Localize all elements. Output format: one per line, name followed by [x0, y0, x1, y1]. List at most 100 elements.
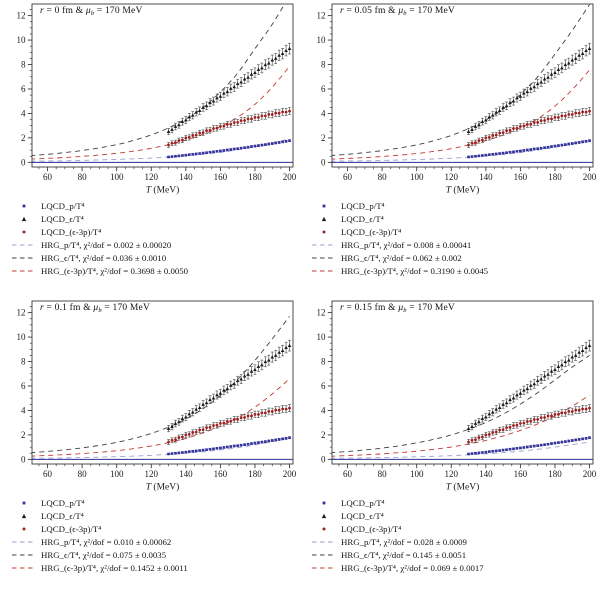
hrg-curve-e — [32, 4, 285, 156]
y-tick-label: 2 — [321, 133, 326, 143]
y-tick-label: 10 — [17, 35, 27, 45]
legend-dash-e-icon — [10, 254, 38, 262]
legend-label: HRG_(ϵ-3p)/T⁴, χ²/dof = 0.1452 ± 0.0011 — [41, 562, 188, 573]
x-tick-label: 100 — [410, 172, 424, 182]
hrg-curve-e3p — [32, 378, 290, 457]
x-tick-label: 160 — [214, 469, 228, 479]
y-tick-label: 2 — [321, 430, 326, 440]
legend-label: LQCD_p/T⁴ — [341, 497, 385, 508]
legend-label: LQCD_(ϵ-3p)/T⁴ — [41, 226, 102, 237]
plot-title: r = 0.15 fm & μb = 170 MeV — [340, 303, 455, 314]
legend-dash-p-icon — [10, 538, 38, 546]
x-tick-label: 60 — [343, 172, 353, 182]
mu-symbol: μ — [85, 6, 91, 16]
legend-label: HRG_ϵ/T⁴, χ²/dof = 0.075 ± 0.0035 — [41, 549, 167, 560]
y-tick-label: 6 — [321, 84, 326, 94]
legend-label: LQCD_(ϵ-3p)/T⁴ — [341, 523, 402, 534]
y-tick-label: 12 — [17, 308, 26, 318]
y-tick-label: 6 — [21, 381, 26, 391]
x-tick-label: 80 — [378, 469, 388, 479]
lqcd-points — [166, 42, 292, 159]
y-tick-label: 8 — [21, 60, 26, 70]
panel-r0: 60 80 100 120 140 160 180 200 0 2 4 6 8 10 12 T (MeV) r… — [0, 0, 300, 297]
panel-r015: 60 80 100 120 140 160 180 200 0 2 4 6 8 10 12 T (MeV) r… — [300, 297, 600, 591]
y-tick-label: 8 — [21, 357, 26, 367]
legend-point-e-icon — [310, 512, 338, 520]
legend-label: HRG_ϵ/T⁴, χ²/dof = 0.036 ± 0.0010 — [41, 252, 167, 263]
legend-point-e-icon — [10, 215, 38, 223]
legend-label: HRG_ϵ/T⁴, χ²/dof = 0.062 ± 0.002 — [341, 252, 462, 263]
x-tick-label: 120 — [445, 469, 459, 479]
x-tick-label: 180 — [248, 469, 262, 479]
plot-title: r = 0.05 fm & μb = 170 MeV — [340, 6, 455, 17]
legend-point-e3p-icon — [10, 228, 38, 236]
title-r: r — [40, 6, 44, 16]
legend-item: HRG_ϵ/T⁴, χ²/dof = 0.062 ± 0.002 — [310, 251, 600, 264]
x-tick-label: 100 — [110, 172, 124, 182]
legend-label: LQCD_p/T⁴ — [341, 200, 385, 211]
panel-r005: 60 80 100 120 140 160 180 200 0 2 4 6 8 10 12 T (MeV) r… — [300, 0, 600, 297]
legend-item: LQCD_ϵ/T⁴ — [10, 212, 300, 225]
legend-item: HRG_p/T⁴, χ²/dof = 0.002 ± 0.00020 — [10, 238, 300, 251]
hrg-curve-e — [332, 355, 590, 454]
legend-item: LQCD_ϵ/T⁴ — [10, 509, 300, 522]
lqcd-points — [466, 339, 592, 456]
legend-label: LQCD_(ϵ-3p)/T⁴ — [41, 523, 102, 534]
mu-symbol: μ — [398, 303, 404, 313]
x-axis-label: T (MeV) — [146, 185, 180, 196]
legend-item: LQCD_p/T⁴ — [10, 199, 300, 212]
legend-item: HRG_ϵ/T⁴, χ²/dof = 0.075 ± 0.0035 — [10, 548, 300, 561]
x-axis-label: T (MeV) — [446, 185, 480, 196]
legend-label: LQCD_ϵ/T⁴ — [41, 510, 84, 521]
x-tick-label: 180 — [548, 469, 562, 479]
legend-point-e3p-icon — [310, 525, 338, 533]
y-tick-label: 12 — [317, 11, 326, 21]
x-tick-label: 160 — [514, 469, 528, 479]
y-tick-label: 6 — [21, 84, 26, 94]
legend-item: LQCD_(ϵ-3p)/T⁴ — [310, 225, 600, 238]
legend-label: HRG_p/T⁴, χ²/dof = 0.028 ± 0.0009 — [341, 536, 467, 547]
legend-item: LQCD_p/T⁴ — [310, 199, 600, 212]
x-tick-label: 100 — [110, 469, 124, 479]
axes: 60 80 100 120 140 160 180 200 0 2 4 6 8 10 12 T (MeV) — [317, 3, 597, 196]
plot-r01: 60 80 100 120 140 160 180 200 0 2 4 6 8 10 12 T (MeV) — [17, 300, 297, 493]
y-tick-label: 10 — [317, 35, 327, 45]
lqcd-points — [166, 339, 292, 456]
y-tick-label: 0 — [321, 157, 326, 167]
legend-point-p-icon — [310, 202, 338, 210]
legend-point-e-icon — [310, 215, 338, 223]
legend-item: HRG_ϵ/T⁴, χ²/dof = 0.036 ± 0.0010 — [10, 251, 300, 264]
hrg-curves — [32, 316, 290, 459]
x-tick-label: 80 — [378, 172, 388, 182]
plot-title: r = 0 fm & μb = 170 MeV — [40, 6, 143, 17]
x-tick-label: 120 — [145, 469, 159, 479]
legend-label: HRG_p/T⁴, χ²/dof = 0.002 ± 0.00020 — [41, 239, 172, 250]
legend-item: HRG_p/T⁴, χ²/dof = 0.010 ± 0.00062 — [10, 535, 300, 548]
x-tick-label: 60 — [43, 469, 53, 479]
x-tick-label: 80 — [78, 172, 88, 182]
legend-item: LQCD_(ϵ-3p)/T⁴ — [310, 522, 600, 535]
hrg-curve-p — [332, 441, 590, 459]
y-tick-label: 2 — [21, 430, 26, 440]
legend-label: HRG_ϵ/T⁴, χ²/dof = 0.145 ± 0.0051 — [341, 549, 467, 560]
mu-symbol: μ — [398, 6, 404, 16]
legend-item: LQCD_p/T⁴ — [310, 496, 600, 509]
legend-dash-e3p-icon — [10, 267, 38, 275]
legend-dash-e3p-icon — [10, 564, 38, 572]
legend-item: HRG_(ϵ-3p)/T⁴, χ²/dof = 0.069 ± 0.0017 — [310, 561, 600, 574]
legend: LQCD_p/T⁴ LQCD_ϵ/T⁴ LQCD_(ϵ-3p)/T⁴ HRG_p/T⁴… — [10, 496, 300, 574]
y-tick-label: 4 — [321, 405, 326, 415]
legend-label: HRG_(ϵ-3p)/T⁴, χ²/dof = 0.069 ± 0.0017 — [341, 562, 484, 573]
legend-item: LQCD_(ϵ-3p)/T⁴ — [10, 522, 300, 535]
legend: LQCD_p/T⁴ LQCD_ϵ/T⁴ LQCD_(ϵ-3p)/T⁴ HRG_p/T⁴… — [310, 496, 600, 574]
title-r: r — [40, 303, 44, 313]
x-tick-label: 100 — [410, 469, 424, 479]
axes: 60 80 100 120 140 160 180 200 0 2 4 6 8 10 12 T (MeV) — [17, 3, 297, 196]
y-tick-label: 6 — [321, 381, 326, 391]
legend-label: HRG_p/T⁴, χ²/dof = 0.008 ± 0.00041 — [341, 239, 472, 250]
x-tick-label: 160 — [214, 172, 228, 182]
mu-symbol: μ — [93, 303, 99, 313]
legend-label: LQCD_(ϵ-3p)/T⁴ — [341, 226, 402, 237]
y-tick-label: 0 — [21, 157, 26, 167]
